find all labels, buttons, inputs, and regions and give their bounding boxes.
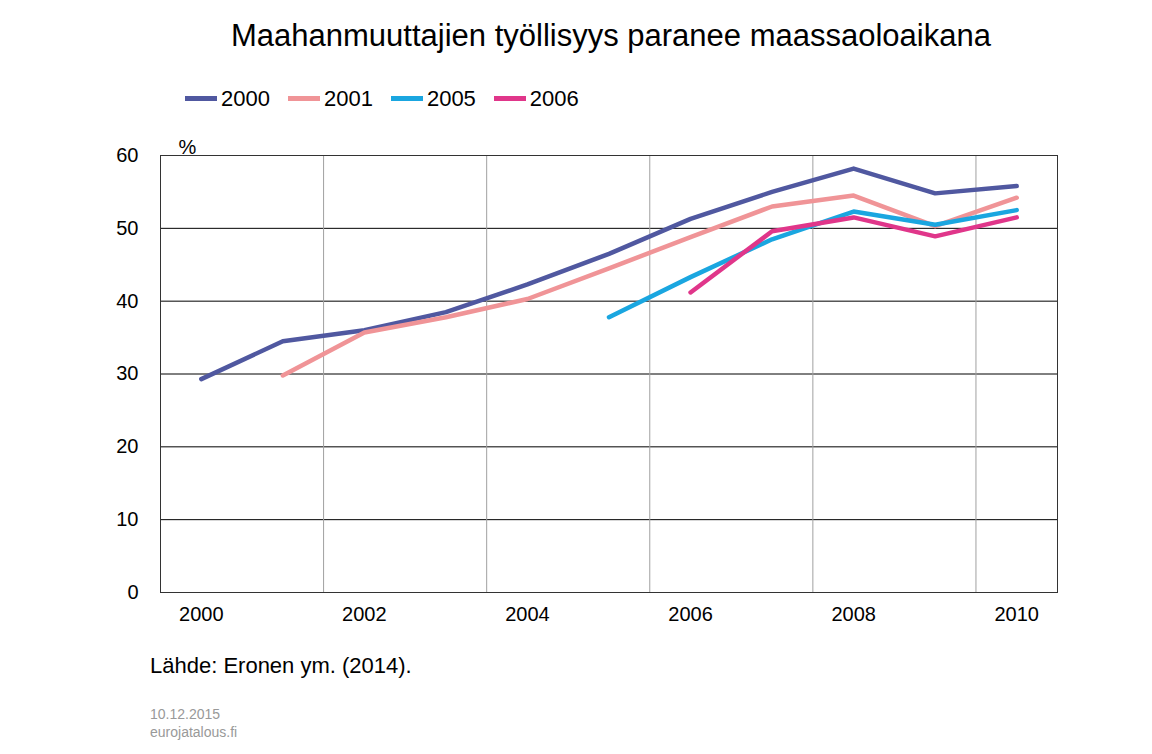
svg-text:60: 60 xyxy=(116,144,138,166)
svg-text:2004: 2004 xyxy=(505,603,550,625)
html-text:2005: 2005 xyxy=(426,85,476,111)
svg-text:2006: 2006 xyxy=(668,603,713,625)
svg-text:2008: 2008 xyxy=(831,603,876,625)
html-text:Lähde: Eronen ym. (2014).: Lähde: Eronen ym. (2014). xyxy=(150,653,412,678)
svg-text:2000: 2000 xyxy=(179,603,224,625)
svg-text:30: 30 xyxy=(116,362,138,384)
svg-text:10: 10 xyxy=(116,508,138,530)
html-text:2000: 2000 xyxy=(221,85,270,111)
html-text:Maahanmuuttajien työllisyys pa: Maahanmuuttajien työllisyys paranee maas… xyxy=(231,18,991,53)
svg-text:%: % xyxy=(179,136,197,158)
svg-text:20: 20 xyxy=(116,435,138,457)
svg-text:0: 0 xyxy=(127,581,138,603)
svg-text:2010: 2010 xyxy=(994,603,1039,625)
svg-text:2002: 2002 xyxy=(342,603,387,625)
html-text:2006: 2006 xyxy=(529,85,579,111)
html-text:2001: 2001 xyxy=(324,85,373,111)
svg-text:50: 50 xyxy=(116,217,138,239)
html-text:eurojatalous.fi: eurojatalous.fi xyxy=(150,724,238,740)
html-text:10.12.2015: 10.12.2015 xyxy=(150,706,221,722)
svg-text:40: 40 xyxy=(116,290,138,312)
